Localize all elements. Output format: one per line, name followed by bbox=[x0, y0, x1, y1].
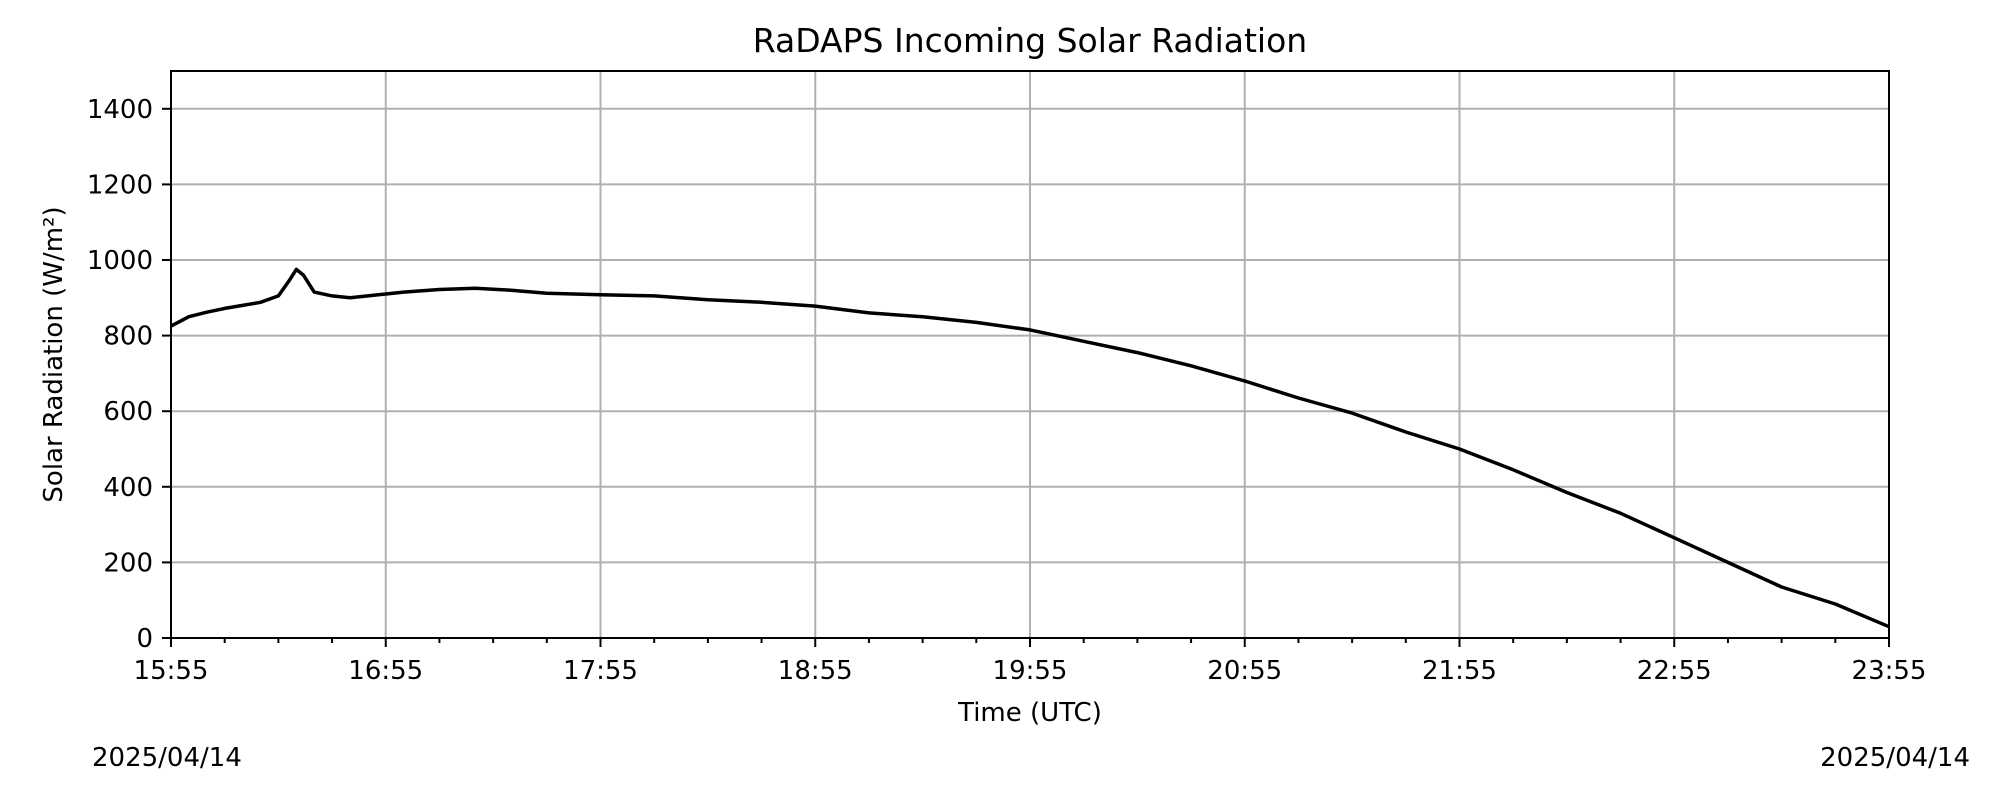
x-tick-label: 21:55 bbox=[1422, 656, 1497, 686]
y-tick-label: 1400 bbox=[87, 95, 153, 125]
date-label-left: 2025/04/14 bbox=[92, 743, 242, 773]
y-axis-label: Solar Radiation (W/m²) bbox=[39, 206, 69, 502]
x-tick-label: 23:55 bbox=[1852, 656, 1927, 686]
x-tick-label: 20:55 bbox=[1207, 656, 1282, 686]
y-tick-label: 600 bbox=[103, 397, 153, 427]
y-tick-label: 1200 bbox=[87, 170, 153, 200]
y-tick-label: 400 bbox=[103, 473, 153, 503]
axis-ticks: 15:55 16:55 17:55 18:55 19:55 20:55 21:55 22:55… bbox=[87, 95, 1927, 686]
series bbox=[170, 267, 1890, 629]
x-tick-label: 17:55 bbox=[563, 656, 638, 686]
y-tick-label: 200 bbox=[103, 548, 153, 578]
x-tick-label: 16:55 bbox=[348, 656, 423, 686]
x-tick-label: 15:55 bbox=[134, 656, 209, 686]
x-axis-label: Time (UTC) bbox=[957, 698, 1102, 728]
date-label-right: 2025/04/14 bbox=[1820, 743, 1970, 773]
solar-radiation-line bbox=[170, 267, 1890, 629]
x-tick-label: 19:55 bbox=[993, 656, 1068, 686]
y-tick-label: 0 bbox=[136, 624, 153, 654]
plot-frame bbox=[170, 70, 1890, 639]
x-tick-label: 18:55 bbox=[778, 656, 853, 686]
grid bbox=[170, 71, 1890, 639]
x-tick-label: 22:55 bbox=[1637, 656, 1712, 686]
y-tick-label: 800 bbox=[103, 322, 153, 352]
chart-title: RaDAPS Incoming Solar Radiation bbox=[753, 21, 1307, 60]
y-tick-label: 1000 bbox=[87, 246, 153, 276]
